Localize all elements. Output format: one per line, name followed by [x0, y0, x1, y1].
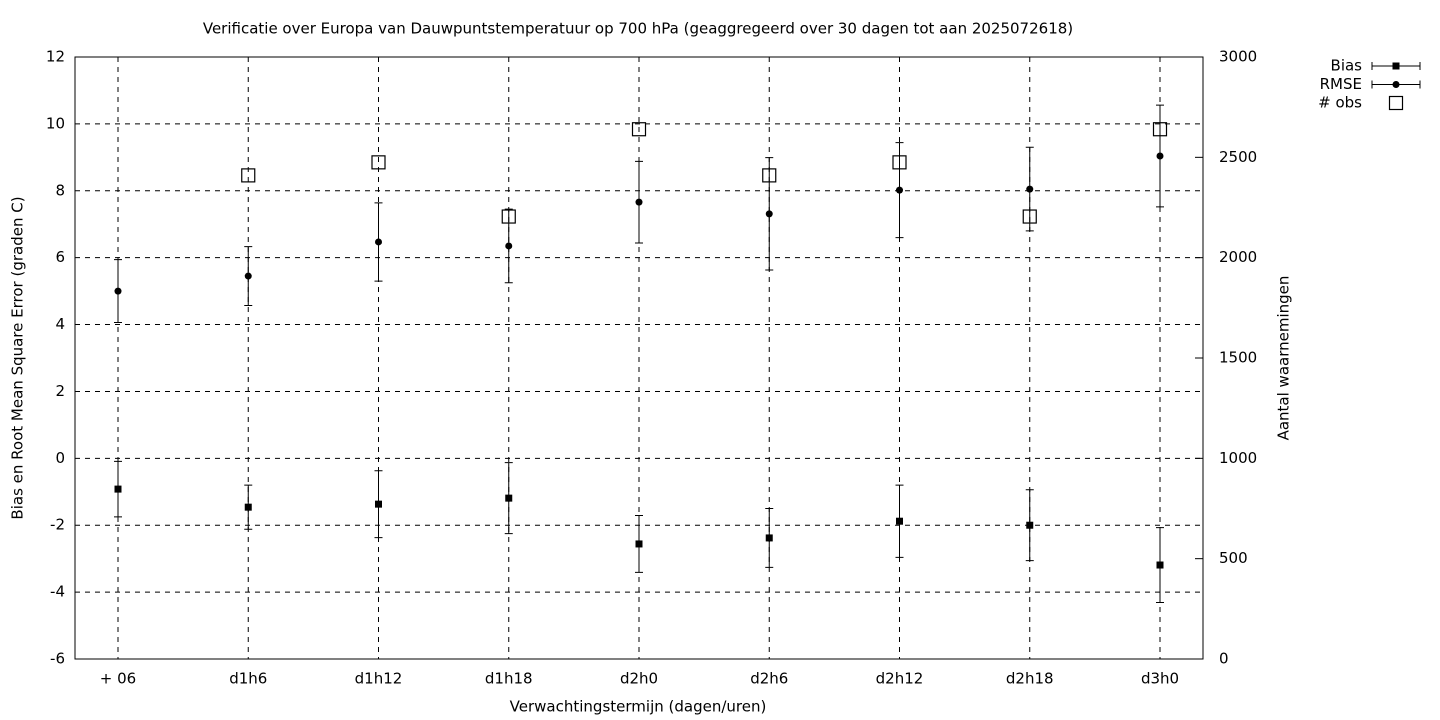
x-tick-label: d2h6 — [750, 670, 788, 688]
bias-point — [244, 503, 252, 511]
x-tick-label: d2h0 — [620, 670, 658, 688]
y-tick-label: 2 — [55, 382, 65, 400]
obs-point — [501, 209, 516, 224]
x-axis-label: Verwachtingstermijn (dagen/uren) — [510, 698, 767, 716]
legend-marker — [1392, 62, 1400, 70]
x-tick-label: d1h18 — [485, 670, 533, 688]
y-tick-label: 10 — [46, 114, 65, 132]
legend-marker — [1392, 81, 1400, 88]
y2-tick-label: 3000 — [1219, 48, 1257, 66]
y2-tick-label: 1000 — [1219, 449, 1257, 467]
obs-point — [762, 168, 777, 183]
bias-point — [505, 494, 513, 502]
y2-axis-label: Aantal waarnemingen — [1275, 276, 1293, 441]
y2-tick-label: 500 — [1219, 549, 1248, 567]
y-tick-label: 4 — [55, 315, 65, 333]
x-tick-label: d1h12 — [355, 670, 403, 688]
y2-tick-label: 2500 — [1219, 148, 1257, 166]
y2-tick-label: 0 — [1219, 650, 1229, 668]
rmse-point — [114, 287, 122, 295]
rmse-point — [896, 186, 903, 194]
y2-tick-label: 2000 — [1219, 248, 1257, 266]
x-tick-label: + 06 — [100, 670, 136, 688]
x-tick-label: d2h18 — [1006, 670, 1054, 688]
y2-tick-label: 1500 — [1219, 349, 1257, 367]
y-tick-label: 0 — [55, 449, 65, 467]
bias-point — [765, 534, 773, 542]
obs-point — [1152, 122, 1168, 137]
rmse-point — [505, 242, 513, 250]
y-tick-label: -4 — [50, 583, 65, 601]
y-tick-label: 6 — [55, 248, 65, 266]
legend-label: # obs — [1318, 94, 1362, 112]
rmse-point — [244, 272, 252, 280]
bias-point — [635, 540, 643, 548]
rmse-point — [635, 198, 643, 206]
x-tick-label: d1h6 — [229, 670, 267, 688]
y-tick-label: 12 — [46, 48, 65, 66]
bias-point — [1026, 521, 1034, 529]
obs-point — [631, 122, 647, 137]
legend-label: RMSE — [1320, 75, 1362, 93]
obs-point — [892, 155, 907, 170]
x-tick-label: d2h12 — [876, 670, 924, 688]
y-tick-label: -6 — [50, 650, 65, 668]
obs-point — [241, 168, 256, 183]
y-axis-label: Bias en Root Mean Square Error (graden C… — [9, 196, 27, 519]
y-tick-label: -2 — [50, 516, 65, 534]
rmse-point — [765, 210, 773, 218]
rmse-point — [1156, 152, 1164, 160]
plot-border — [74, 56, 1204, 660]
bias-point — [896, 517, 903, 525]
obs-point — [1022, 209, 1037, 224]
chart-title: Verificatie over Europa van Dauwpuntstem… — [203, 20, 1073, 38]
rmse-point — [1026, 185, 1034, 193]
bias-point — [1156, 561, 1164, 569]
bias-point — [375, 500, 382, 508]
bias-point — [114, 485, 122, 493]
obs-point — [371, 155, 386, 170]
y-tick-label: 8 — [55, 181, 65, 199]
legend-marker — [1388, 95, 1404, 111]
x-tick-label: d3h0 — [1141, 670, 1179, 688]
legend-label: Bias — [1331, 57, 1363, 75]
rmse-point — [375, 238, 382, 246]
